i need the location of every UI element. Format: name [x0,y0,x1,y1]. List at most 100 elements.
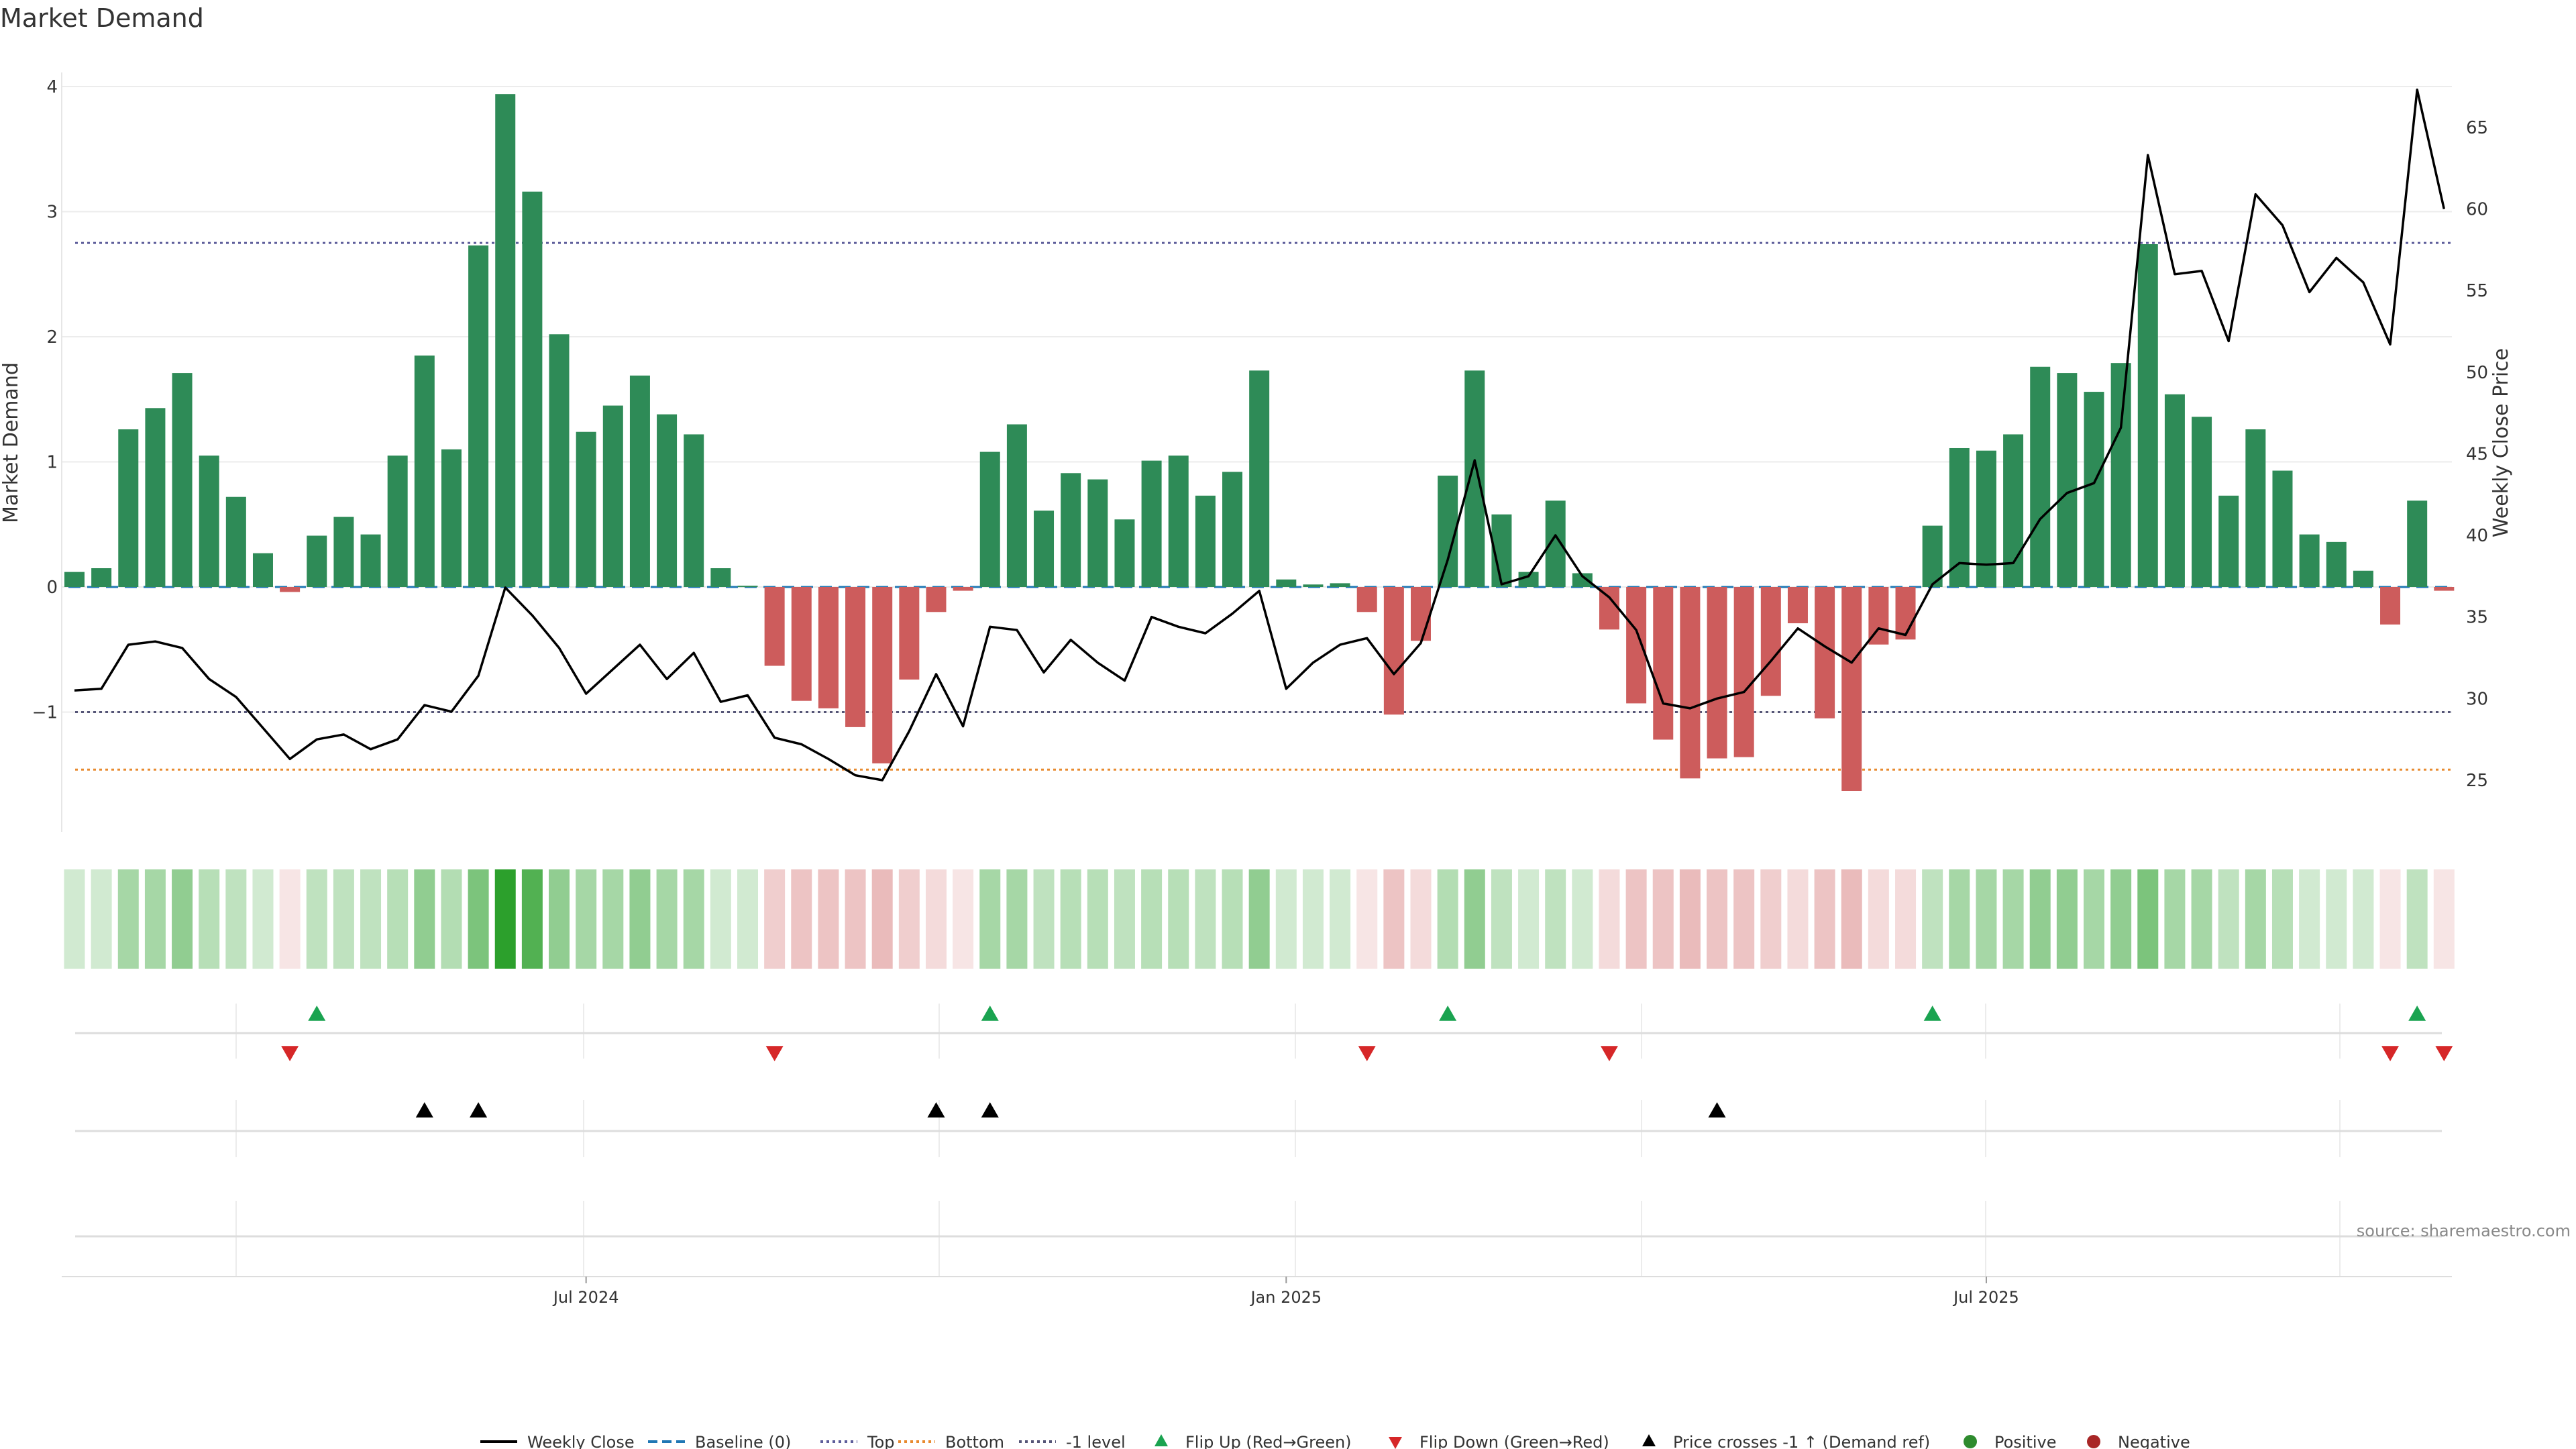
left-axis-label: Market Demand [0,362,23,523]
heat-strip-cell [1437,869,1458,969]
heat-strip-cell [2137,869,2159,969]
demand-bar [1249,370,1270,587]
heat-strip-cell [306,869,327,969]
legend-swatch-dot [1964,1435,1977,1448]
right-tick-label: 65 [2466,118,2488,138]
right-axis-label: Weekly Close Price [2489,348,2513,537]
demand-bar [1976,450,1996,587]
x-tick-label: Jul 2025 [1952,1288,2019,1307]
demand-bar [2245,429,2266,587]
heat-strip-cell [2029,869,2051,969]
demand-heat-strip [64,869,2455,969]
demand-bar [1815,587,1835,718]
demand-bar [64,572,85,587]
demand-bar [1707,587,1727,759]
right-tick-label: 30 [2466,689,2488,709]
heat-strip-cell [1033,869,1055,969]
demand-bar [1141,460,1162,587]
heat-strip-cell [117,869,139,969]
demand-bar [576,431,596,587]
demand-bar [764,587,785,666]
left-tick-label: 4 [46,77,58,97]
demand-bar [1276,579,1297,587]
legend-swatch-triangle-up [1642,1434,1656,1446]
demand-bar [1356,587,1377,612]
legend-label: Baseline (0) [695,1433,791,1449]
demand-bar [1330,583,1350,587]
demand-bar [1922,525,1943,587]
legend-label: -1 level [1066,1433,1126,1449]
heat-strip-cell [1356,869,1378,969]
heat-strip-cell [1679,869,1701,969]
legend-label: Top [867,1433,895,1449]
demand-bar [1006,424,1027,587]
demand-bar [818,587,839,708]
demand-bar [926,587,947,612]
heat-strip-cell [1545,869,1566,969]
heat-strip-cell [1006,869,1028,969]
demand-bar [2299,534,2320,587]
heat-strip-cell [1060,869,1081,969]
flip-down-marker [2435,1046,2453,1061]
flip-up-marker [1923,1006,1941,1021]
flip-down-marker [765,1046,784,1061]
demand-bar [2434,587,2455,591]
heat-strip-cell [2379,869,2401,969]
heat-strip-cell [871,869,893,969]
heat-strip-cell [414,869,435,969]
legend-label: Flip Down (Green→Red) [1419,1433,1609,1449]
price-cross-marker [927,1102,945,1118]
flip-down-marker [281,1046,299,1061]
demand-bar [2084,392,2104,587]
demand-bar [1195,495,1216,587]
demand-bar [225,496,246,587]
right-tick-label: 40 [2466,526,2488,546]
demand-bar [280,587,301,592]
legend: Weekly Close Baseline (0) Top Bottom -1 leve… [480,1433,2190,1449]
heat-strip-cell [2353,869,2374,969]
demand-bar [899,587,920,680]
heat-strip-cell [1707,869,1728,969]
demand-bar [252,553,273,587]
demand-bar [199,455,219,587]
heat-strip-cell [2218,869,2239,969]
legend-label: Positive [1994,1433,2057,1449]
demand-bar [468,245,489,587]
demand-bar [872,587,893,763]
demand-bar [1949,447,1970,587]
heat-strip-cell [602,869,624,969]
demand-bar [1518,572,1539,587]
demand-bar [737,586,758,588]
heat-strip-cell [1114,869,1135,969]
heat-strip-cell [1222,869,1243,969]
heat-strip-cell [1814,869,1835,969]
legend-swatch-dot [2087,1435,2100,1448]
heat-strip-cell [791,869,812,969]
right-tick-label: 60 [2466,199,2488,219]
demand-bar [522,191,543,587]
heat-strip-cell [1302,869,1324,969]
heat-strip-cell [1518,869,1540,969]
heat-strip-cell [737,869,758,969]
heat-strip-cell [1491,869,1512,969]
heat-strip-cell [1625,869,1647,969]
heat-strip-cell [1922,869,1943,969]
price-cross-marker [1708,1102,1726,1118]
heat-strip-cell [898,869,920,969]
legend-label: Flip Up (Red→Green) [1185,1433,1352,1449]
heat-strip-cell [925,869,947,969]
demand-bar [1653,587,1674,740]
heat-strip-cell [1168,869,1189,969]
heat-strip-cell [333,869,354,969]
demand-bar [1787,587,1808,624]
demand-bar [307,535,327,587]
price-cross-marker [981,1102,999,1118]
demand-bar [1114,519,1135,587]
demand-bar [2030,366,2051,587]
legend-label: Weekly Close [527,1433,635,1449]
heat-strip-cell [1410,869,1432,969]
demand-bar [1841,587,1862,791]
demand-bar [549,334,570,587]
flip-up-marker [1439,1006,1457,1021]
